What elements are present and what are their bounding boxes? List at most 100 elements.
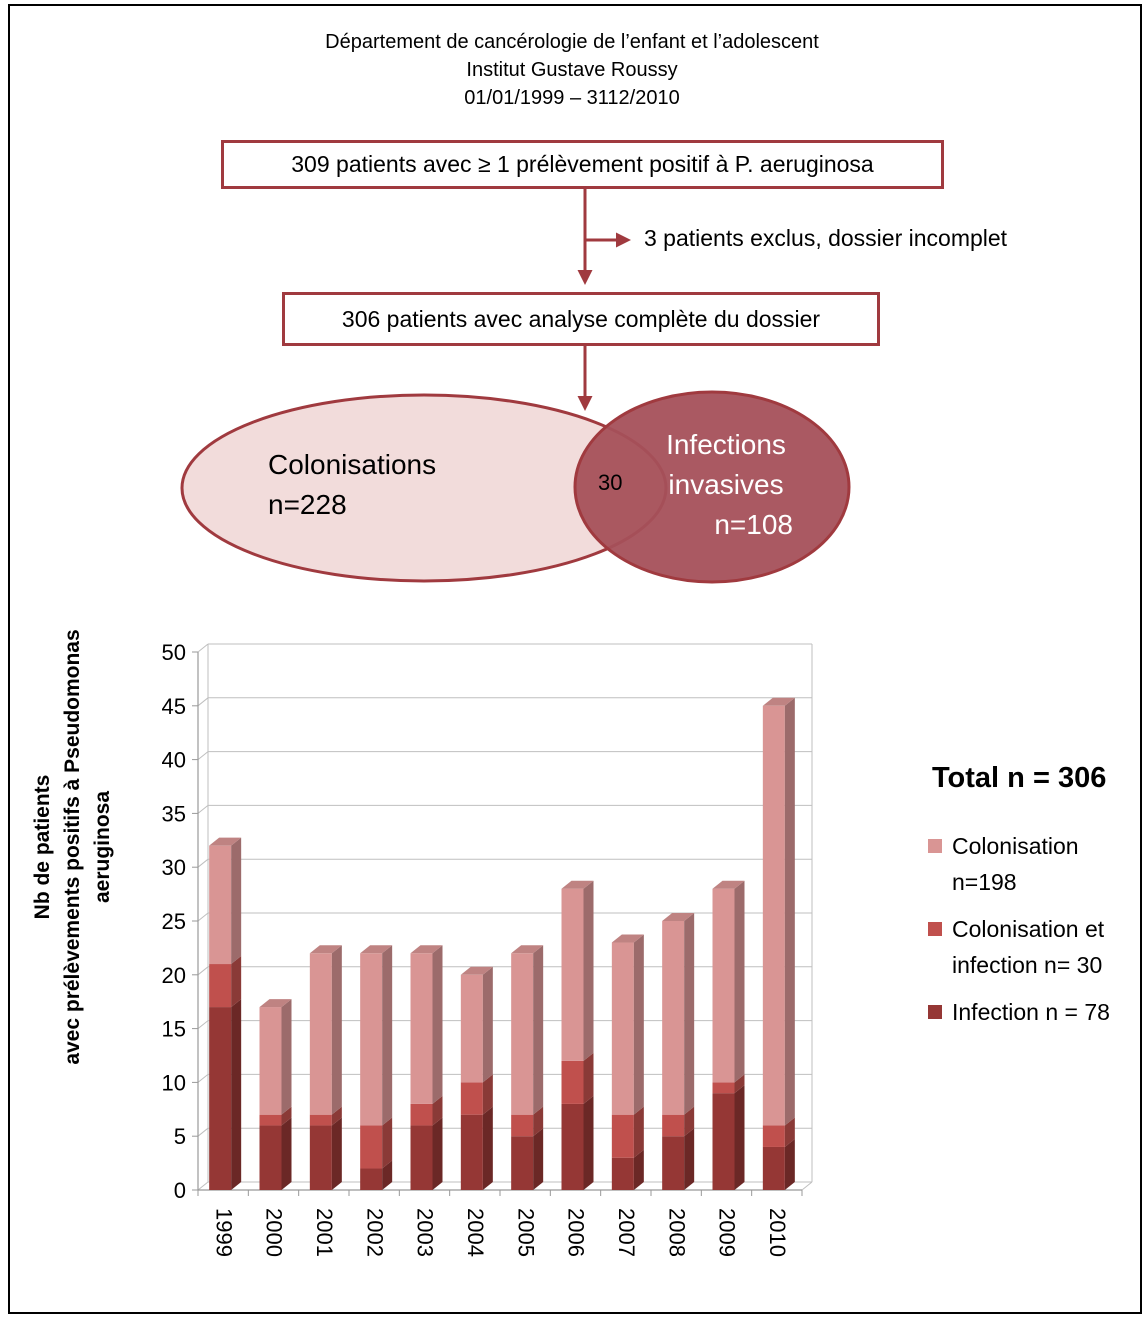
- bar-side: [281, 999, 292, 1115]
- bar-top: [410, 945, 443, 954]
- exclusion-note: 3 patients exclus, dossier incomplet: [644, 225, 1008, 251]
- header-institute: Institut Gustave Roussy: [466, 59, 678, 81]
- y-axis-label: Nb de patients avec prélèvements positif…: [28, 592, 118, 1102]
- x-tick-label: 2005: [513, 1208, 538, 1257]
- y-tick-label: 35: [162, 801, 186, 826]
- bar-side: [331, 945, 342, 1115]
- bar-side: [331, 1106, 342, 1126]
- bar-segment: [611, 1157, 634, 1190]
- bar-segment: [460, 1082, 483, 1115]
- grid-diag: [197, 643, 209, 653]
- bar-segment: [662, 1114, 685, 1137]
- bar-segment: [561, 1060, 584, 1104]
- colonisations-title: Colonisations: [268, 449, 437, 480]
- bar-side: [231, 837, 242, 965]
- bar-segment: [511, 1114, 534, 1137]
- bar-side: [482, 1106, 493, 1190]
- bar-top: [259, 999, 292, 1008]
- bar-segment: [410, 1103, 433, 1126]
- bar-side: [784, 1138, 795, 1190]
- bar-side: [382, 945, 393, 1126]
- flowchart-graphics: [180, 189, 851, 584]
- bar-side: [432, 945, 443, 1104]
- legend-swatch-colonisation: [928, 839, 942, 853]
- legend-label: Colonisation et: [952, 916, 1105, 942]
- bar-segment: [662, 1136, 685, 1190]
- bar-side: [784, 1117, 795, 1147]
- infections-title: Infections: [666, 429, 786, 460]
- bar-top: [712, 880, 745, 889]
- legend-swatch-colonisation-infection: [928, 922, 942, 936]
- bar-segment: [209, 845, 232, 965]
- y-axis-label-line1: Nb de patients: [31, 774, 54, 920]
- legend-label-2: n=198: [952, 869, 1017, 895]
- bar-side: [231, 956, 242, 1008]
- bar-side: [281, 1106, 292, 1126]
- bar-side: [533, 945, 544, 1115]
- bar-top: [561, 880, 594, 889]
- bar-top: [360, 945, 393, 954]
- bar-side: [633, 1149, 644, 1190]
- bar-segment: [259, 1007, 282, 1115]
- bar-top: [611, 934, 644, 943]
- bar-side: [533, 1106, 544, 1137]
- grid-diag: [197, 1074, 209, 1083]
- bar-side: [533, 1128, 544, 1190]
- y-tick-label: 40: [162, 748, 186, 773]
- x-tick-label: 2002: [362, 1208, 387, 1257]
- figure-frame: [8, 4, 1142, 1314]
- bar-side: [684, 1106, 695, 1137]
- grid-diag: [197, 805, 209, 814]
- grid-diag: [197, 912, 209, 922]
- bar-segment: [762, 1146, 785, 1190]
- x-tick-label: 2008: [664, 1208, 689, 1257]
- bar-segment: [561, 888, 584, 1061]
- bar-segment: [511, 1136, 534, 1190]
- colonisations-count: n=228: [268, 489, 347, 520]
- grid-diag: [197, 1127, 209, 1137]
- grid-diag: [197, 1181, 209, 1191]
- bar-segment: [511, 953, 534, 1115]
- flow-box-initial: 309 patients avec ≥ 1 prélèvement positi…: [221, 140, 944, 189]
- x-tick-label: 1999: [211, 1208, 236, 1257]
- legend-label-2: infection n= 30: [952, 952, 1103, 978]
- grid-diag: [197, 966, 209, 976]
- bar-side: [684, 913, 695, 1115]
- bar-side: [231, 999, 242, 1190]
- header-department: Département de cancérologie de l’enfant …: [325, 31, 819, 53]
- bar-side: [382, 1117, 393, 1169]
- bar-segment: [259, 1114, 282, 1126]
- infections-subtitle: invasives: [668, 469, 784, 500]
- y-tick-label: 50: [162, 640, 186, 665]
- bar-segment: [309, 1114, 332, 1126]
- bar-side: [633, 1106, 644, 1158]
- bar-top: [762, 697, 795, 706]
- bar-side: [432, 1095, 443, 1126]
- y-tick-label: 30: [162, 855, 186, 880]
- x-tick-label: 2009: [715, 1208, 740, 1257]
- bar-segment: [360, 1168, 383, 1190]
- bar-side: [633, 934, 644, 1115]
- bar-top: [511, 945, 544, 954]
- legend-label: Infection n = 78: [952, 999, 1110, 1025]
- legend-item-infection: Infection n = 78: [928, 994, 1110, 1030]
- floor-edge: [801, 1181, 813, 1191]
- grid-diag: [197, 697, 209, 707]
- bar-segment: [762, 705, 785, 1126]
- bar-top: [209, 837, 242, 846]
- bar-segment: [460, 974, 483, 1083]
- bar-side: [331, 1117, 342, 1190]
- y-tick-label: 5: [174, 1124, 186, 1149]
- bar-side: [583, 880, 594, 1061]
- bar-segment: [360, 1125, 383, 1169]
- bar-segment: [360, 953, 383, 1126]
- y-tick-label: 15: [162, 1017, 186, 1042]
- y-tick-label: 45: [162, 694, 186, 719]
- infections-label: Infections invasives n=108: [641, 425, 811, 545]
- x-tick-label: 2007: [614, 1208, 639, 1257]
- bar-segment: [460, 1114, 483, 1190]
- bar-segment: [561, 1103, 584, 1190]
- bar-segment: [259, 1125, 282, 1190]
- header-period: 01/01/1999 – 3112/2010: [464, 87, 680, 109]
- bar-segment: [410, 1125, 433, 1190]
